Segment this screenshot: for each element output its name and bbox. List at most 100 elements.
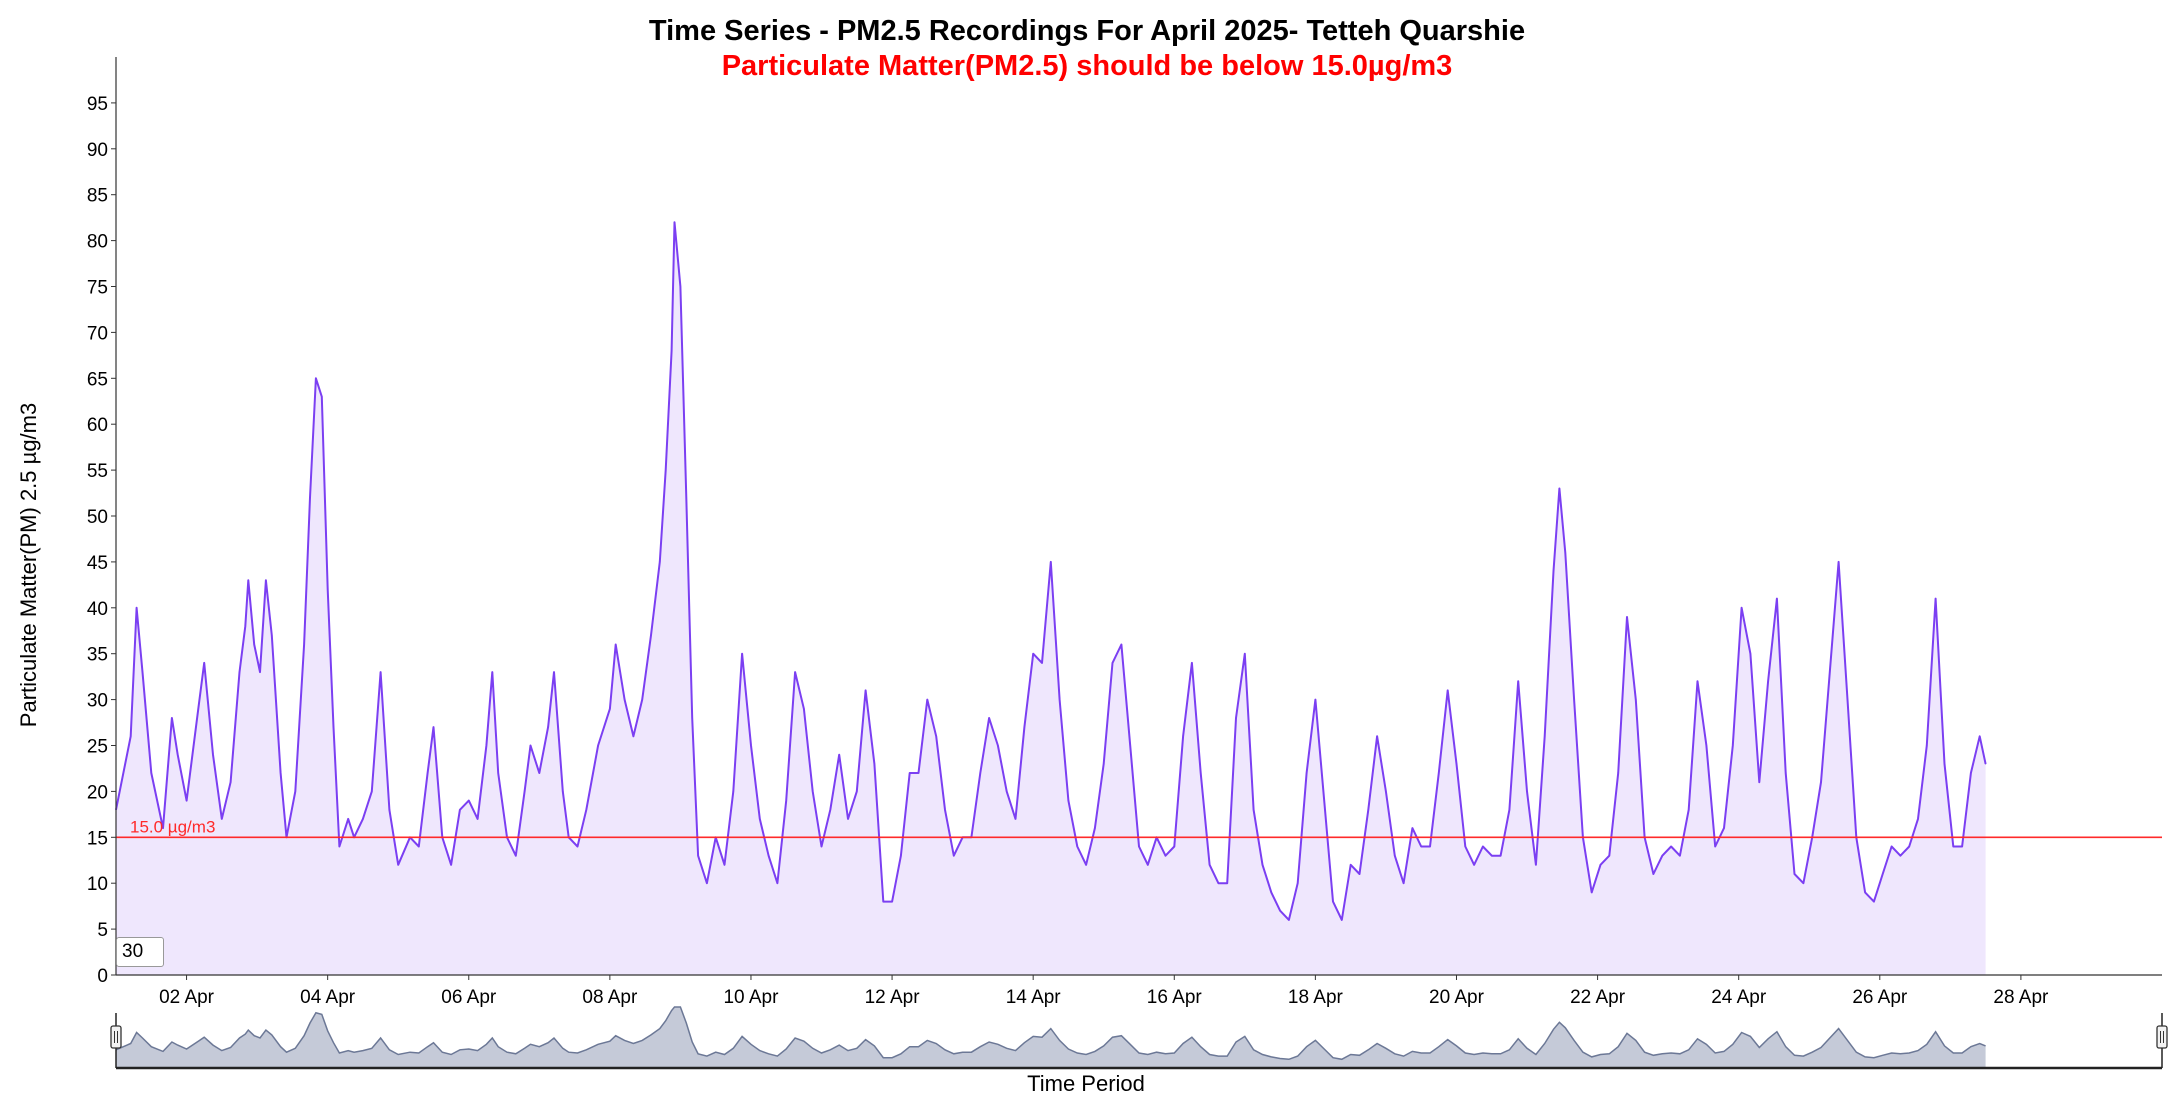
data-point [186,800,188,802]
data-point [1741,607,1743,609]
data-point [803,708,805,710]
data-point [1679,855,1681,857]
data-point [1517,680,1519,682]
data-point [1429,845,1431,848]
data-point [265,579,267,581]
data-point [953,855,955,857]
data-point [609,708,611,710]
data-point [253,643,255,646]
data-point [576,845,579,848]
data-point [1376,735,1378,737]
data-point [1323,800,1325,802]
data-point [1447,689,1449,692]
data-point [1482,845,1484,848]
x-tick-label: 12 Apr [865,987,921,1008]
data-point [1314,699,1316,701]
data-point [1111,662,1114,664]
data-point [909,772,911,774]
data-point [1261,864,1264,866]
data-point [671,350,673,352]
y-tick-label: 80 [87,232,108,253]
data-point [309,497,311,499]
data-point [1591,891,1593,894]
data-point [1552,570,1555,572]
data-point [1635,699,1637,701]
data-point [1014,818,1017,820]
data-point [873,763,876,765]
data-point [1767,680,1769,682]
x-tick-label: 22 Apr [1570,987,1626,1008]
y-tick-label: 30 [87,691,108,712]
data-point [750,744,752,747]
data-point [327,588,329,591]
data-point [1926,744,1928,747]
data-point [1732,744,1734,747]
y-tick-label: 5 [97,920,108,941]
data-point [1217,882,1219,884]
data-point [294,790,296,793]
data-point [203,662,205,664]
data-point [865,689,867,692]
data-point [820,845,823,848]
data-point [1385,790,1387,793]
data-point [1129,744,1131,747]
x-tick-label: 08 Apr [582,987,638,1008]
data-point [1688,809,1690,811]
data-point [491,671,493,673]
zoom-input[interactable]: 30 [116,937,164,967]
y-tick-label: 0 [97,966,108,987]
data-point [759,818,761,820]
x-tick-label: 02 Apr [159,987,215,1008]
y-tick-label: 50 [87,507,108,528]
navigator-handle-right[interactable] [2156,1025,2168,1049]
data-point [1032,653,1034,655]
navigator-area [116,1007,1986,1068]
data-point [347,818,349,820]
x-tick-label: 20 Apr [1429,987,1485,1008]
x-tick-label: 24 Apr [1711,987,1767,1008]
data-point [1749,653,1751,655]
data-point [1758,781,1760,783]
data-point [659,561,661,563]
data-point [562,790,564,793]
navigator-handle-left[interactable] [110,1025,122,1049]
data-point [1464,845,1466,848]
chart-title: Time Series - PM2.5 Recordings For April… [649,15,1525,47]
data-point [1173,845,1175,848]
y-tick-label: 40 [87,599,108,620]
data-point [1544,735,1546,737]
data-point [1535,864,1537,866]
data-point [1103,763,1105,765]
data-point [141,671,144,673]
y-tick-label: 70 [87,323,108,344]
data-point [1253,809,1255,811]
data-point [171,717,173,719]
x-tick-label: 06 Apr [441,987,497,1008]
data-point [1500,855,1502,857]
data-point [1776,598,1778,600]
data-point [624,699,626,701]
data-point [162,827,164,829]
data-point [706,882,708,884]
navigator[interactable] [110,1006,2168,1070]
x-axis-title: Time Period [1027,1071,1145,1096]
y-tick-label: 25 [87,737,108,758]
data-point [1661,855,1663,857]
data-point [247,579,249,581]
data-point [468,800,470,802]
threshold-label: 15.0 µg/m3 [130,817,215,836]
y-tick-label: 45 [87,553,108,574]
data-point [1235,717,1237,719]
x-tick-label: 10 Apr [723,987,779,1008]
data-point [1420,845,1422,848]
data-point [338,845,340,848]
data-point [1350,864,1352,866]
data-point [332,726,335,728]
y-tick-label: 60 [87,415,108,436]
data-point [362,818,364,820]
data-point [882,901,884,903]
data-point [1705,744,1707,747]
data-point [1182,735,1184,737]
data-point [1059,699,1061,701]
